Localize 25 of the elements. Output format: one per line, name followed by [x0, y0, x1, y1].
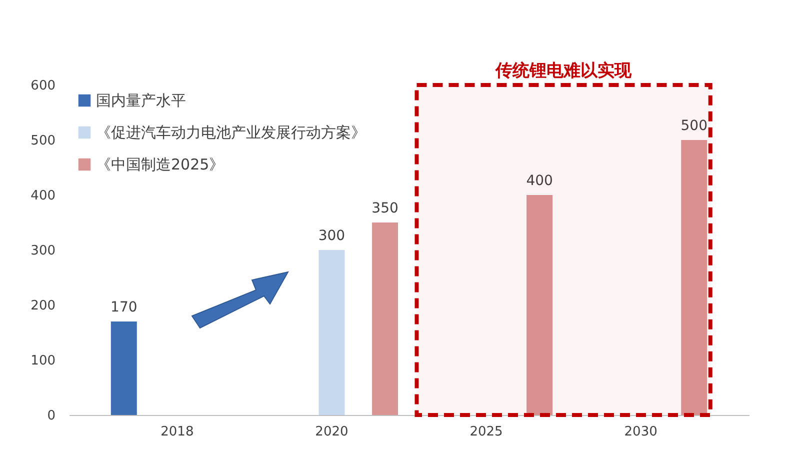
- legend-label: 《促进汽车动力电池产业发展行动方案》: [96, 124, 366, 142]
- y-tick-label: 500: [30, 134, 56, 148]
- x-tick-label: 2020: [315, 424, 348, 440]
- y-tick-label: 200: [30, 298, 56, 314]
- y-tick-label: 0: [47, 408, 56, 424]
- x-tick-label: 2018: [160, 424, 194, 440]
- data-label: 300: [318, 228, 346, 244]
- bar: [681, 140, 708, 415]
- y-tick-label: 300: [30, 244, 56, 258]
- bar: [110, 322, 137, 415]
- data-label: 170: [110, 300, 138, 316]
- legend-label: 《中国制造2025》: [96, 156, 224, 174]
- data-label: 400: [526, 173, 553, 189]
- data-label: 350: [372, 200, 398, 216]
- legend-label: 国内量产水平: [96, 92, 186, 110]
- bar: [526, 195, 553, 415]
- data-label: 500: [680, 118, 708, 134]
- band-label: 传统锂电难以实现: [494, 61, 633, 81]
- x-tick-label: 2025: [470, 424, 503, 440]
- y-tick-label: 600: [30, 78, 56, 94]
- bar: [372, 222, 398, 415]
- bar: [318, 250, 345, 415]
- y-tick-label: 100: [30, 354, 56, 368]
- x-tick-label: 2030: [624, 424, 658, 440]
- y-tick-label: 400: [30, 188, 56, 204]
